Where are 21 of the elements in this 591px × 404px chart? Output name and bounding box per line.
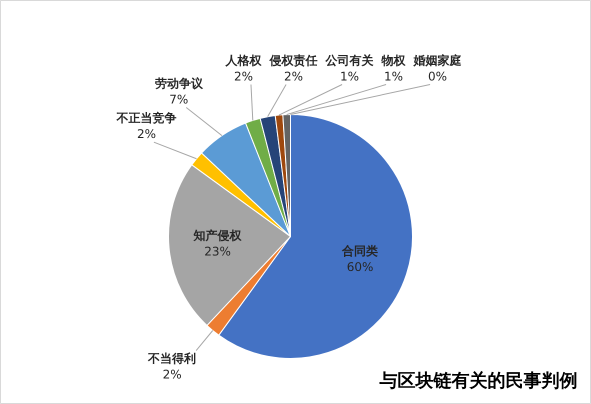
- data-label: 2%: [162, 368, 182, 382]
- data-label: 2%: [284, 70, 304, 84]
- data-label: 1%: [384, 70, 404, 84]
- text: 0%: [428, 70, 448, 84]
- slice-label: 不正当竞争: [115, 111, 176, 126]
- data-label: 60%: [346, 260, 374, 274]
- slice-label: 物权: [380, 54, 407, 68]
- data-label: 2%: [234, 70, 254, 84]
- slice-label: 合同类: [341, 244, 378, 258]
- data-label: 7%: [169, 92, 188, 106]
- slice-label: 人格权: [224, 54, 263, 68]
- slice-label: 侵权责任: [268, 54, 318, 68]
- slice-label: 公司有关: [324, 54, 375, 68]
- category-label: 婚姻家庭: [414, 54, 462, 68]
- slice-label: 不当得利: [147, 352, 196, 366]
- slice-label: 知产侵权: [192, 228, 243, 242]
- data-label: 23%: [204, 244, 231, 258]
- data-label: 2%: [136, 127, 156, 142]
- slice-label: 劳动争议: [154, 76, 204, 90]
- data-label: 1%: [340, 70, 360, 84]
- text: 与区块链有关的民事判例: [378, 370, 578, 390]
